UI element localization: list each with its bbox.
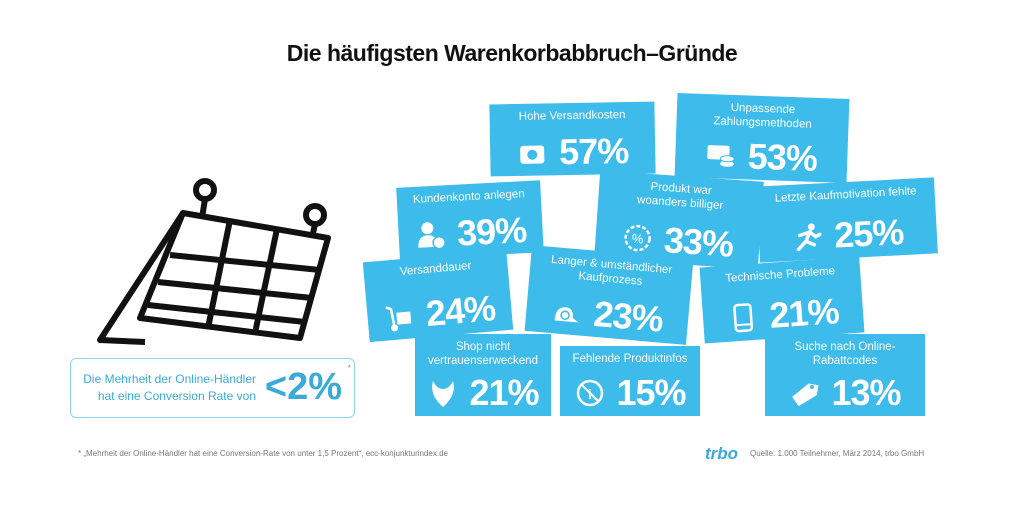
card-label: Technische Probleme	[724, 265, 836, 285]
card-value: 24%	[424, 287, 497, 335]
conversion-rate-box: Die Mehrheit der Online-Händler hat eine…	[70, 358, 355, 418]
card-zahlungsmethoden: Unpassende Zahlungsmethoden 53%	[674, 93, 850, 183]
add-user-icon	[418, 222, 447, 250]
smartphone-icon	[733, 303, 754, 333]
card-label: Langer & umständlicher Kaufprozess	[550, 253, 673, 288]
conversion-text: Die Mehrheit der Online-Händler hat eine…	[83, 371, 256, 405]
card-label: Shop nicht vertrauenserweckend	[428, 341, 538, 367]
money-wallet-icon	[520, 145, 545, 164]
credit-card-coins-icon	[707, 145, 736, 167]
card-kaufprozess: Langer & umständlicher Kaufprozess 23%	[524, 245, 694, 345]
card-label: Fehlende Produktinfos	[572, 353, 688, 365]
card-value: 21%	[768, 290, 840, 336]
svg-text:%: %	[632, 231, 645, 247]
footnote-mark: *	[347, 363, 351, 373]
card-value: 13%	[831, 372, 901, 413]
trbo-logo: trbo	[705, 444, 739, 463]
conversion-text-line1: Die Mehrheit der Online-Händler	[83, 372, 256, 386]
svg-text:i: i	[589, 386, 593, 402]
percent-badge-icon: %	[624, 224, 652, 252]
card-label: Kundenkonto anlegen	[412, 188, 525, 206]
card-technische-probleme: Technische Probleme 21%	[699, 256, 865, 344]
card-value: 57%	[558, 130, 629, 173]
card-shop-nicht-vertrauenserweckend: Shop nicht vertrauenserweckend 21%	[415, 334, 551, 416]
hand-truck-icon	[385, 306, 412, 332]
snail-icon	[555, 307, 579, 323]
no-info-icon: i	[577, 379, 604, 407]
card-woanders-billiger: Produkt war woanders billiger % 33%	[594, 170, 764, 270]
card-fehlende-produktinfos: Fehlende Produktinfos i 15%	[560, 346, 700, 416]
running-person-icon	[797, 223, 822, 252]
page-title: Die häufigsten Warenkorbabbruch–Gründe	[286, 40, 738, 66]
conversion-value: <2%	[264, 366, 342, 408]
card-value: 15%	[616, 372, 686, 413]
card-label: Suche nach Online-Rabattcodes	[794, 341, 896, 367]
card-value: 21%	[469, 372, 539, 413]
card-value: 53%	[747, 135, 818, 179]
card-hohe-versandkosten: Hohe Versandkosten 57%	[489, 101, 656, 177]
source-text: Quelle: 1.000 Teilnehmer, März 2014, trb…	[750, 449, 925, 458]
card-label: Produkt war woanders billiger	[636, 180, 724, 213]
card-value: 39%	[456, 209, 528, 254]
tilted-calendar-icon	[97, 178, 331, 345]
card-label: Hohe Versandkosten	[518, 109, 626, 123]
conversion-text-line2: hat eine Conversion Rate von	[97, 389, 256, 403]
card-kaufmotivation: Letzte Kaufmotivation fehlte 25%	[756, 177, 938, 263]
card-versanddauer: Versanddauer 24%	[362, 249, 514, 343]
card-label: Unpassende Zahlungsmethoden	[713, 101, 812, 131]
card-value: 25%	[833, 211, 905, 256]
price-tag-icon	[792, 383, 820, 407]
card-rabattcodes: Suche nach Online-Rabattcodes 13%	[765, 334, 925, 416]
footnote: * „Mehrheit der Online-Händler hat eine …	[78, 449, 448, 458]
devil-mask-icon	[432, 381, 455, 407]
card-value: 23%	[592, 292, 665, 340]
card-label: Versanddauer	[399, 260, 472, 279]
card-kundenkonto: Kundenkonto anlegen 39%	[396, 180, 544, 260]
card-label: Letzte Kaufmotivation fehlte	[774, 185, 917, 205]
